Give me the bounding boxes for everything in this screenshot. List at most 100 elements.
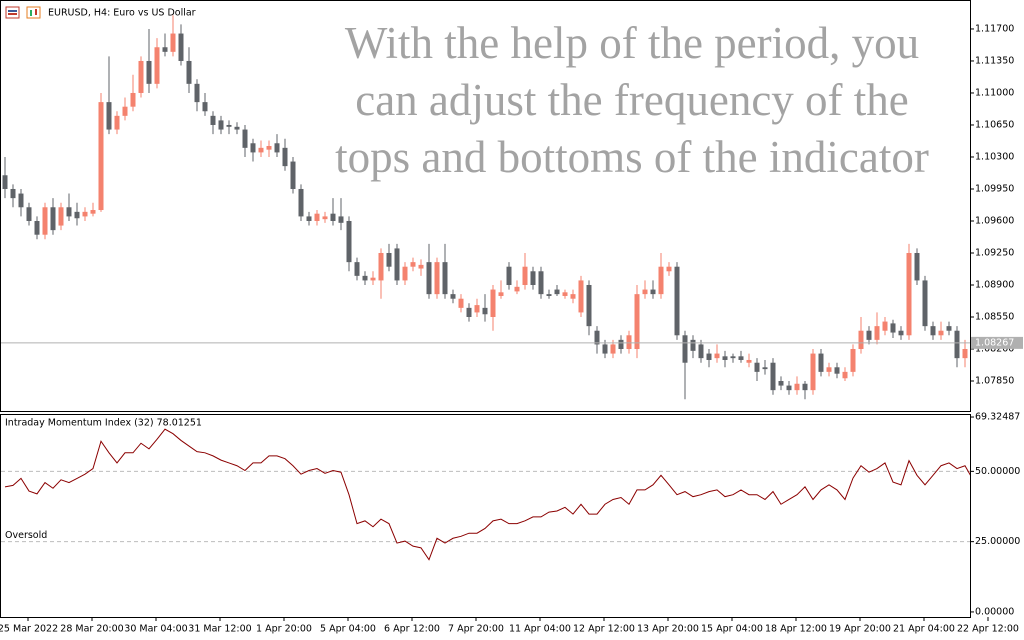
candle-body xyxy=(690,339,696,351)
candle-body xyxy=(722,356,728,360)
candle-body xyxy=(122,106,128,116)
candle-body xyxy=(810,353,816,391)
candle-body xyxy=(106,102,112,130)
candle-body xyxy=(34,220,40,235)
candle-body xyxy=(546,294,552,296)
icon-detail xyxy=(35,9,37,15)
candle-body xyxy=(962,349,968,359)
candle-body xyxy=(754,362,760,372)
candle-body xyxy=(674,266,680,336)
main-panel-border xyxy=(0,0,971,412)
current-price-label: 1.08267 xyxy=(975,337,1014,348)
candle-body xyxy=(514,286,520,292)
candle-body xyxy=(210,115,216,125)
candle-body xyxy=(466,307,472,318)
candle-body xyxy=(818,353,824,372)
candle-body xyxy=(946,326,952,331)
candle-body xyxy=(194,83,200,103)
x-tick-label: 6 Apr 12:00 xyxy=(384,624,440,635)
candle-body xyxy=(562,292,568,296)
candle-body xyxy=(506,266,512,285)
candle-body xyxy=(378,252,384,281)
candle-body xyxy=(586,284,592,327)
candle-body xyxy=(866,330,872,340)
current-price-box xyxy=(971,336,1023,349)
x-tick-label: 30 Mar 04:00 xyxy=(124,624,187,635)
candle-body xyxy=(170,33,176,52)
candle-body xyxy=(234,126,240,130)
candle-body xyxy=(338,216,344,223)
y-tick-label: 1.10650 xyxy=(975,119,1014,130)
indicator-line xyxy=(4,428,970,561)
candle-body xyxy=(858,330,864,350)
overlay-text: With the help of the period, you xyxy=(345,18,919,68)
x-tick-label: 7 Apr 20:00 xyxy=(448,624,504,635)
x-tick-label: 31 Mar 12:00 xyxy=(188,624,251,635)
candle-body xyxy=(578,280,584,313)
candle-body xyxy=(658,266,664,295)
y-tick-label: 1.08550 xyxy=(975,312,1014,323)
candle-body xyxy=(42,207,48,235)
candle-body xyxy=(650,289,656,295)
candle-body xyxy=(346,220,352,263)
x-tick-label: 5 Apr 04:00 xyxy=(320,624,376,635)
candle-body xyxy=(706,353,712,360)
candle-body xyxy=(274,143,280,153)
candle-body xyxy=(626,335,632,350)
icon[interactable] xyxy=(5,6,20,19)
y-tick-label: 25.00000 xyxy=(975,536,1020,547)
candle-body xyxy=(914,252,920,281)
candle-body xyxy=(178,33,184,61)
candle-body xyxy=(434,262,440,295)
candle-body xyxy=(450,294,456,299)
candle-body xyxy=(82,211,88,217)
candle-body xyxy=(762,367,768,370)
candle-body xyxy=(2,175,8,189)
candle-body xyxy=(330,213,336,221)
candle-body xyxy=(538,271,544,295)
candle-body xyxy=(882,321,888,331)
candle-body xyxy=(778,381,784,386)
candle-body xyxy=(610,344,616,354)
x-tick-label: 19 Apr 20:00 xyxy=(829,624,891,635)
candle-body xyxy=(890,323,896,333)
candle-body xyxy=(18,193,24,208)
x-tick-label: 11 Apr 04:00 xyxy=(509,624,571,635)
x-tick-label: 12 Apr 12:00 xyxy=(573,624,635,635)
candle-body xyxy=(522,266,528,285)
candle-body xyxy=(570,294,576,299)
candle-body xyxy=(90,210,96,214)
candle-body xyxy=(290,161,296,189)
candle-body xyxy=(418,264,424,269)
candle-body xyxy=(306,216,312,221)
candle-body xyxy=(618,339,624,350)
candle-body xyxy=(58,207,64,226)
candle-body xyxy=(786,385,792,391)
candle-body xyxy=(394,248,400,281)
candle-body xyxy=(642,289,648,295)
candle-body xyxy=(218,120,224,130)
icon-detail xyxy=(8,10,17,12)
candle-body xyxy=(162,47,168,52)
x-tick-label: 25 Mar 2022 xyxy=(0,624,58,635)
candle-body xyxy=(258,147,264,153)
x-tick-label: 1 Apr 20:00 xyxy=(256,624,312,635)
y-tick-label: 1.07850 xyxy=(975,376,1014,387)
toolbar-icons[interactable] xyxy=(5,6,41,19)
icon[interactable] xyxy=(26,6,41,19)
candle-body xyxy=(682,335,688,363)
candle-body xyxy=(594,330,600,345)
level-label: Oversold xyxy=(5,530,47,541)
x-tick-label: 13 Apr 20:00 xyxy=(637,624,699,635)
candle-body xyxy=(282,147,288,167)
candle-body xyxy=(850,349,856,372)
candle-body xyxy=(202,102,208,112)
candle-body xyxy=(666,266,672,272)
y-tick-label: 1.10300 xyxy=(975,151,1014,162)
y-tick-label: 1.08900 xyxy=(975,279,1014,290)
x-tick-label: 15 Apr 04:00 xyxy=(701,624,763,635)
x-tick-label: 22 Apr 12:00 xyxy=(957,624,1019,635)
candle-body xyxy=(410,262,416,267)
icon-detail xyxy=(30,10,32,16)
y-tick-label: 1.09600 xyxy=(975,215,1014,226)
